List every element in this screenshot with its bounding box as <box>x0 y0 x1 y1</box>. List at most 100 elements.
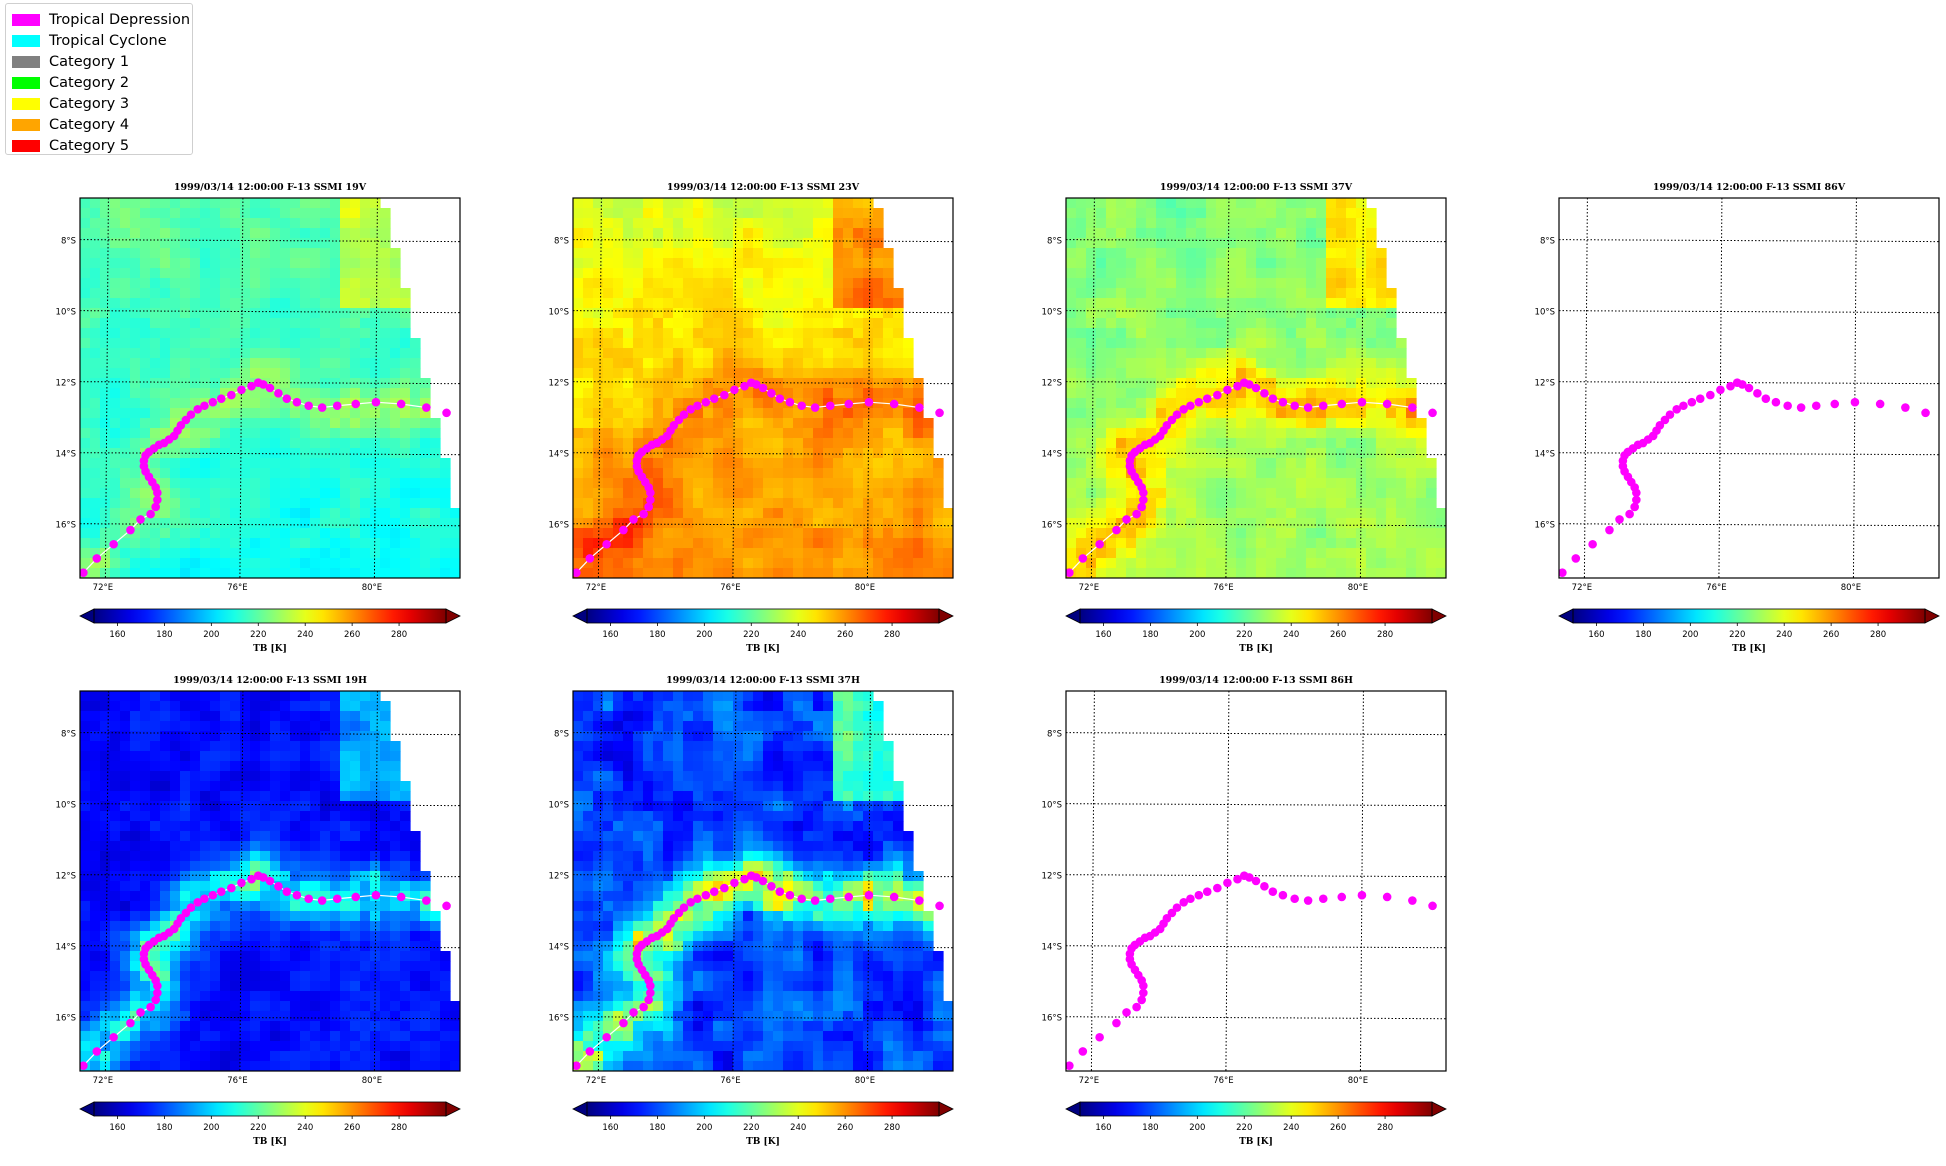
heatmap-cell <box>300 781 311 792</box>
heatmap-cell <box>100 418 111 429</box>
lat-tick-label: 10°S <box>56 308 76 318</box>
heatmap-cell <box>1306 408 1317 419</box>
heatmap-cell <box>430 528 441 539</box>
heatmap-cell <box>80 721 91 732</box>
heatmap-cell <box>1156 358 1167 369</box>
heatmap-cell <box>410 498 421 509</box>
heatmap-cell <box>613 428 624 439</box>
heatmap-cell <box>370 701 381 712</box>
heatmap-cell <box>1176 268 1187 279</box>
heatmap-cell <box>1196 458 1207 469</box>
heatmap-cell <box>1296 268 1307 279</box>
heatmap-cell <box>230 418 241 429</box>
heatmap-cell <box>783 488 794 499</box>
heatmap-cell <box>250 198 261 209</box>
heatmap-cell <box>230 218 241 229</box>
heatmap-cell <box>613 378 624 389</box>
track-point <box>1687 397 1697 407</box>
heatmap-cell <box>310 831 321 842</box>
heatmap-cell <box>1386 348 1397 359</box>
heatmap-cell <box>1416 568 1427 578</box>
heatmap-cell <box>773 388 784 399</box>
track-point <box>1357 397 1367 407</box>
heatmap-cell <box>1286 548 1297 559</box>
heatmap-cell <box>1156 268 1167 279</box>
heatmap-cell <box>340 751 351 762</box>
heatmap-cell <box>100 298 111 309</box>
heatmap-cell <box>1066 308 1077 319</box>
heatmap-cell <box>583 398 594 409</box>
heatmap-cell <box>1166 428 1177 439</box>
heatmap-cell <box>743 468 754 479</box>
heatmap-cell <box>783 568 794 578</box>
heatmap-cell <box>643 518 654 529</box>
colorbar-tick-label: 220 <box>743 630 759 640</box>
heatmap-cell <box>90 721 101 732</box>
heatmap-cell <box>833 568 844 578</box>
heatmap-cell <box>1146 268 1157 279</box>
heatmap-cell <box>1336 518 1347 529</box>
heatmap-cell <box>1226 488 1237 499</box>
heatmap-cell <box>220 228 231 239</box>
heatmap-cell <box>1386 298 1397 309</box>
heatmap-cell <box>1206 498 1217 509</box>
heatmap-cell <box>220 841 231 852</box>
heatmap-cell <box>1316 548 1327 559</box>
heatmap-cell <box>1096 558 1107 569</box>
heatmap-cell <box>1436 528 1446 539</box>
heatmap-cell <box>180 538 191 549</box>
heatmap-cell <box>220 508 231 519</box>
heatmap-cell <box>1136 298 1147 309</box>
heatmap-cell <box>270 761 281 772</box>
heatmap-cell <box>220 428 231 439</box>
heatmap-cell <box>1156 378 1167 389</box>
heatmap-cell <box>1066 558 1077 569</box>
heatmap-cell <box>1216 518 1227 529</box>
heatmap-cell <box>310 721 321 732</box>
lat-gridline <box>1559 239 1939 243</box>
heatmap-cell <box>1376 488 1387 499</box>
heatmap-cell <box>310 761 321 772</box>
heatmap-cell <box>100 831 111 842</box>
heatmap-cell <box>643 258 654 269</box>
heatmap-cell <box>380 348 391 359</box>
heatmap-cell <box>140 711 151 722</box>
heatmap-cell <box>210 701 221 712</box>
heatmap-cell <box>1076 268 1087 279</box>
heatmap-cell <box>863 268 874 279</box>
heatmap-cell <box>1276 348 1287 359</box>
heatmap-cell <box>673 288 684 299</box>
heatmap-cell <box>1076 568 1087 578</box>
heatmap-cell <box>330 458 341 469</box>
heatmap-cell <box>240 548 251 559</box>
heatmap-cell <box>703 558 714 569</box>
heatmap-cell <box>360 378 371 389</box>
heatmap-cell <box>190 891 201 902</box>
heatmap-cell <box>250 558 261 569</box>
heatmap-cell <box>330 761 341 772</box>
heatmap-cell <box>863 478 874 489</box>
heatmap-cell <box>703 308 714 319</box>
heatmap-cell <box>1356 208 1367 219</box>
heatmap-cell <box>350 488 361 499</box>
heatmap-cell <box>350 368 361 379</box>
heatmap-cell <box>380 711 391 722</box>
track-point <box>639 509 648 519</box>
lat-gridline <box>573 239 953 243</box>
heatmap-cell <box>240 418 251 429</box>
heatmap-cell <box>80 298 91 309</box>
heatmap-cell <box>1216 548 1227 559</box>
heatmap-cell <box>260 248 271 259</box>
heatmap-cell <box>150 508 161 519</box>
heatmap-cell <box>200 198 211 209</box>
heatmap-cell <box>613 508 624 519</box>
heatmap-cell <box>270 228 281 239</box>
colorbar-tick-label: 220 <box>250 630 266 640</box>
heatmap-cell <box>340 811 351 822</box>
heatmap-cell <box>220 198 231 209</box>
heatmap-cell <box>1176 208 1187 219</box>
heatmap-cell <box>733 518 744 529</box>
heatmap-cell <box>1346 208 1357 219</box>
heatmap-cell <box>270 711 281 722</box>
heatmap-cell <box>220 398 231 409</box>
